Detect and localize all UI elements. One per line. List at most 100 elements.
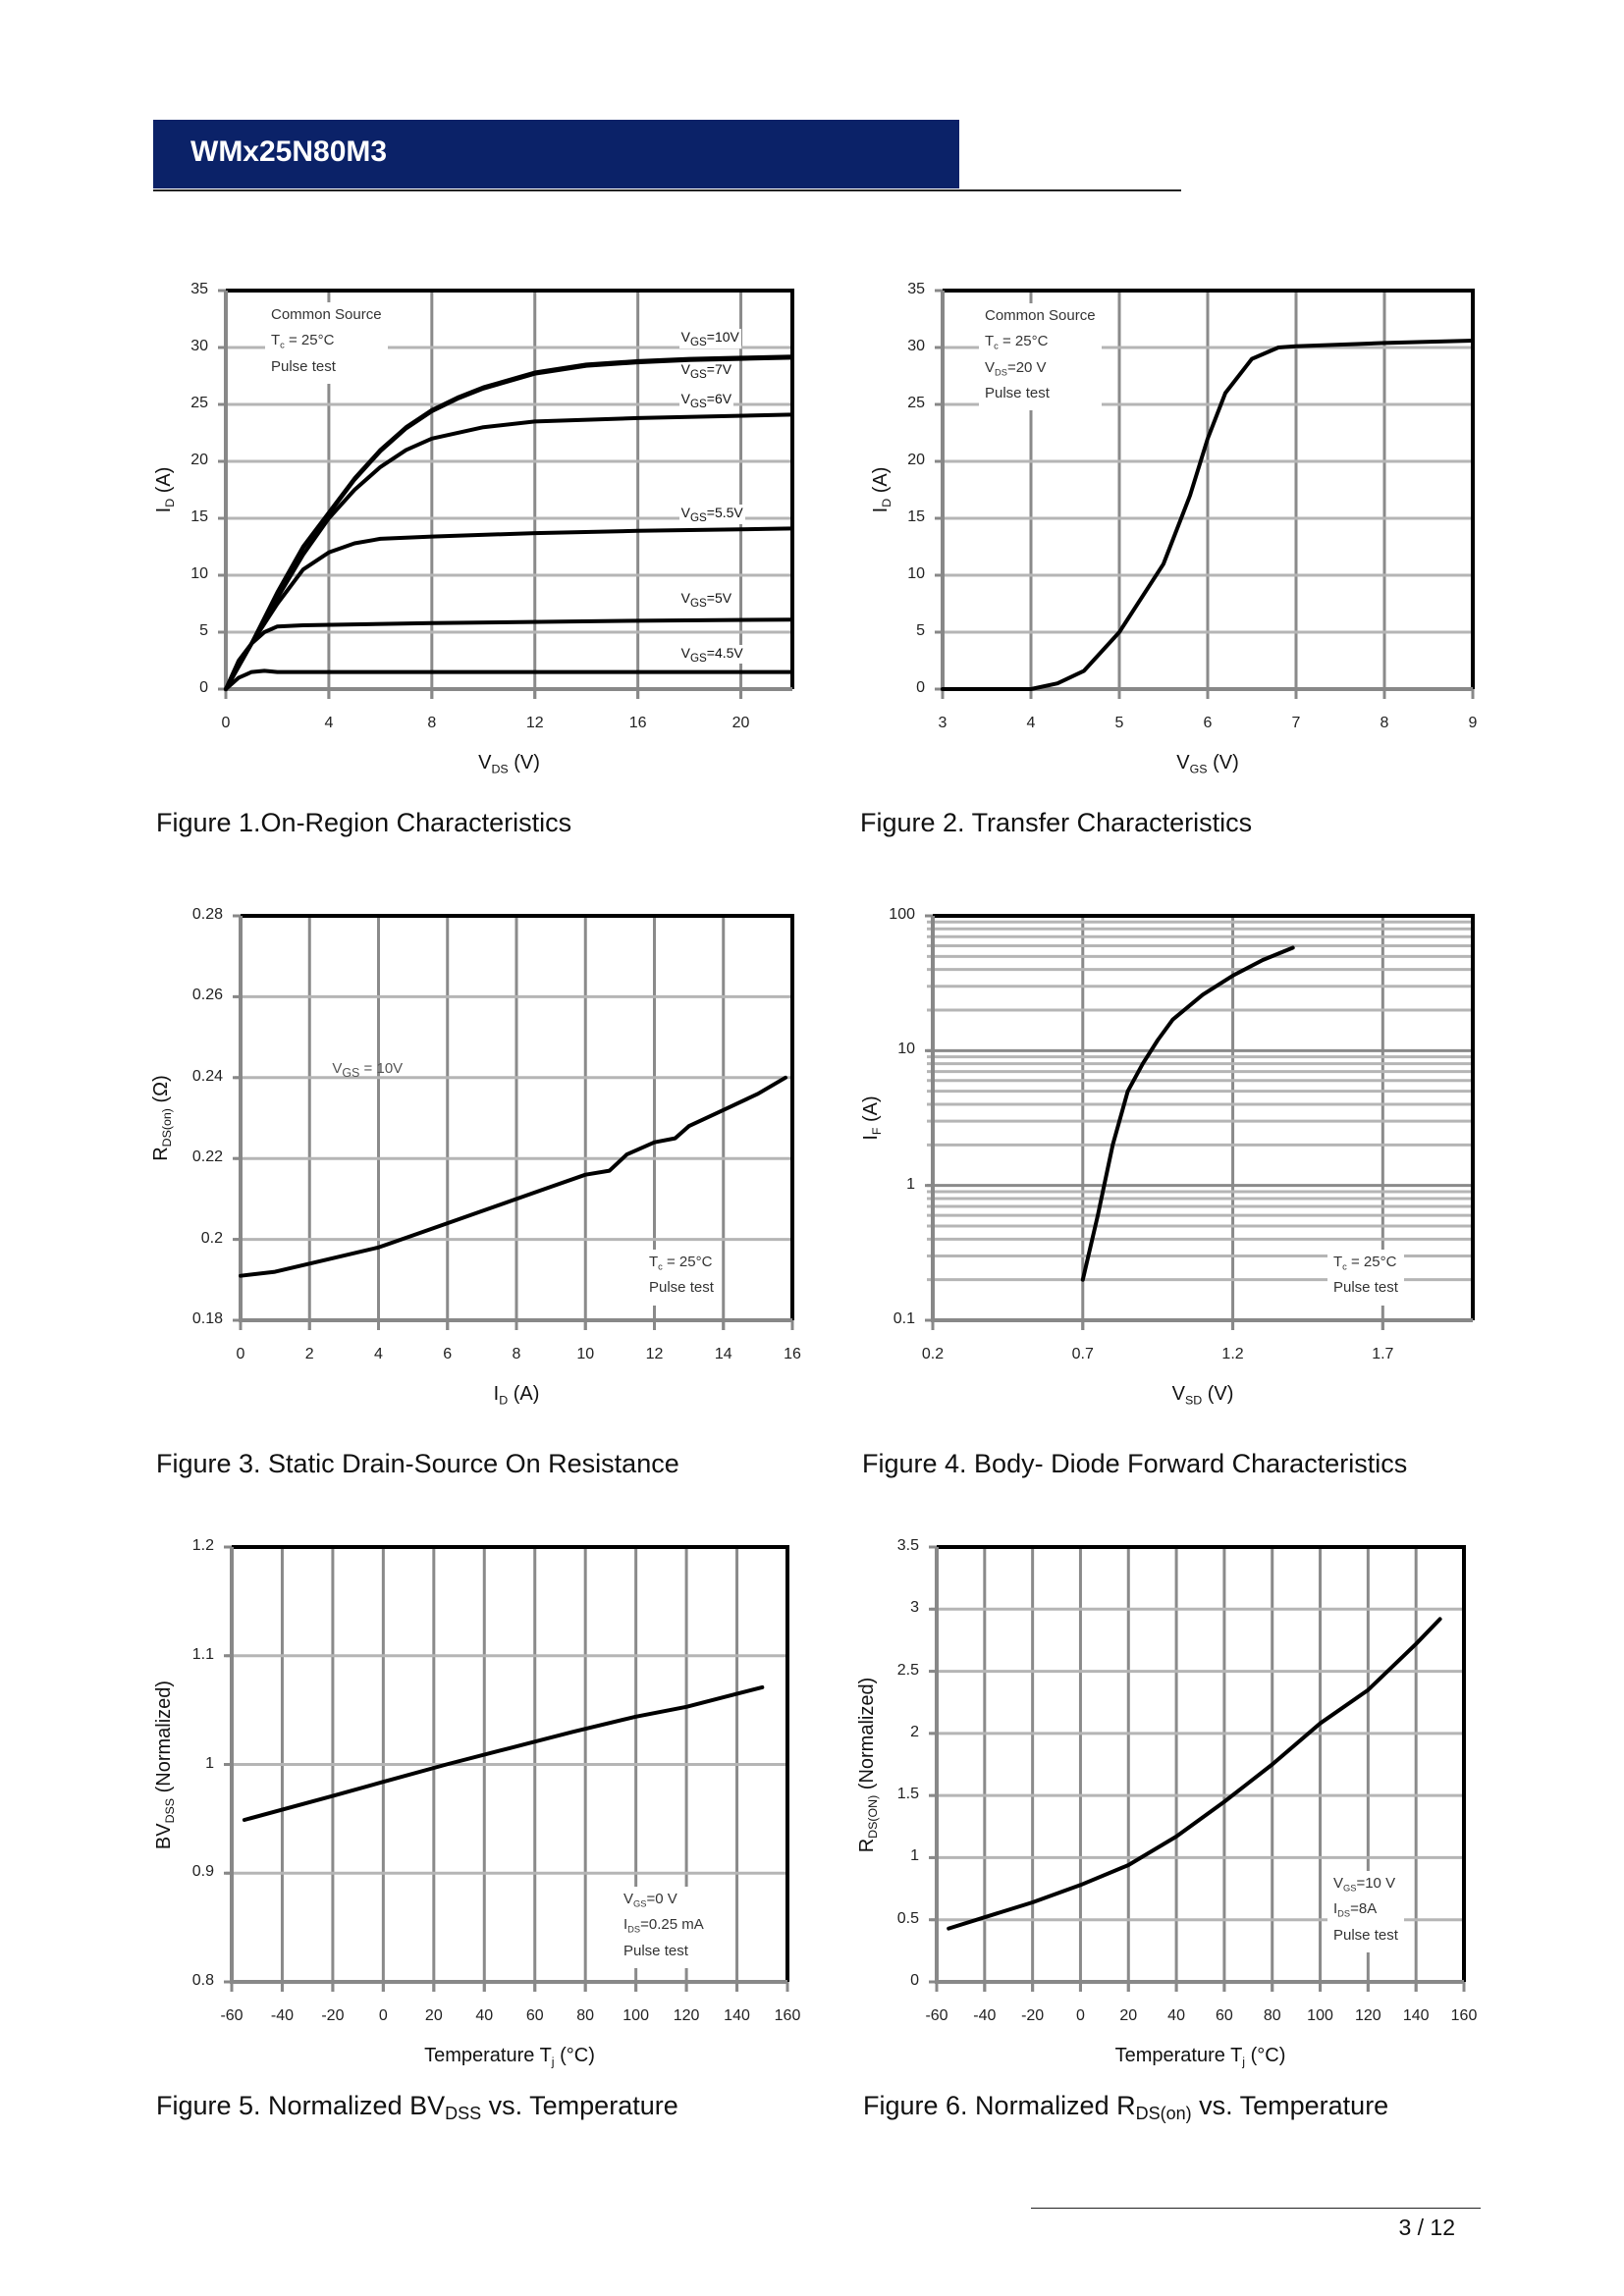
condition-line-text: Common Source bbox=[985, 307, 1096, 324]
y-tick-label: 0.8 bbox=[191, 1972, 214, 1989]
figure-6-caption-suffix: vs. Temperature bbox=[1191, 2091, 1389, 2120]
condition-line-text: Pulse test bbox=[1333, 1926, 1398, 1944]
x-tick-label: 80 bbox=[1263, 2007, 1281, 2024]
y-tick-label: 25 bbox=[907, 395, 925, 411]
series-label-text: V bbox=[332, 1059, 343, 1077]
series-label-suffix: =4.5V bbox=[706, 644, 743, 661]
x-tick-label: 0.7 bbox=[1071, 1346, 1094, 1362]
x-axis-label-subscript: D bbox=[499, 1393, 509, 1408]
figure-1-conditions-note: Common Source Tc = 25°C Pulse test bbox=[265, 302, 388, 384]
x-axis-label: Temperature Tj (°C) bbox=[1115, 2045, 1286, 2068]
y-tick-label: 0.5 bbox=[896, 1909, 919, 1927]
series-label-suffix: = 10V bbox=[359, 1059, 404, 1077]
x-tick-label: 0 bbox=[221, 715, 231, 731]
condition-line: Pulse test bbox=[623, 1941, 704, 1966]
plot-frame-top-right bbox=[226, 289, 794, 689]
y-tick-label: 35 bbox=[907, 281, 925, 297]
y-axis-label: RDS(on) (Ω) bbox=[150, 1075, 174, 1161]
plot-frame-top-right bbox=[232, 1545, 789, 1982]
y-tick-label: 10 bbox=[907, 565, 925, 582]
x-tick-label: 10 bbox=[576, 1346, 595, 1362]
plot-frame-axes bbox=[935, 1547, 1464, 1984]
y-tick-label: 1.1 bbox=[191, 1645, 214, 1663]
figure-6-curves bbox=[947, 1617, 1442, 1931]
series-label-text: V bbox=[680, 505, 690, 520]
figure-6-caption-subscript: DS(on) bbox=[1135, 2104, 1192, 2123]
series-label: VGS=7V bbox=[678, 360, 734, 381]
condition-line: IDS=8A bbox=[1333, 1898, 1398, 1924]
series-label: VGS = 10V bbox=[330, 1060, 405, 1080]
y-tick-label: 1.2 bbox=[191, 1537, 214, 1554]
figure-6-caption: Figure 6. Normalized RDS(on) vs. Tempera… bbox=[863, 2091, 1388, 2124]
condition-line-subscript: c bbox=[994, 341, 999, 351]
figure-6-caption-text: Figure 6. Normalized R bbox=[863, 2091, 1136, 2120]
y-tick-label: 35 bbox=[190, 281, 208, 297]
series-curve bbox=[941, 339, 1475, 691]
condition-line-text: Pulse test bbox=[985, 384, 1050, 401]
series-label-subscript: GS bbox=[689, 336, 707, 349]
condition-line-suffix: =20 V bbox=[1006, 358, 1047, 376]
x-tick-label: 4 bbox=[324, 715, 334, 731]
series-label-subscript: GS bbox=[689, 596, 707, 610]
figure-1-caption: Figure 1.On-Region Characteristics bbox=[156, 808, 571, 841]
x-tick-label: 60 bbox=[1216, 2007, 1233, 2024]
figure-2-caption-text: Figure 2. Transfer Characteristics bbox=[860, 808, 1253, 837]
x-axis-label-subscript: DS bbox=[491, 762, 509, 776]
y-tick-label: 2.5 bbox=[896, 1661, 919, 1679]
y-tick-label: 1 bbox=[910, 1847, 919, 1865]
condition-line: Pulse test bbox=[985, 383, 1096, 408]
y-tick-label: 20 bbox=[190, 452, 208, 468]
y-axis-label-text: I bbox=[859, 1135, 882, 1141]
x-tick-label: 40 bbox=[475, 2007, 494, 2024]
figure-1-caption-text: Figure 1.On-Region Characteristics bbox=[156, 808, 572, 837]
figure-3-conditions-note: Tc = 25°C Pulse test bbox=[643, 1250, 720, 1306]
series-label-subscript: GS bbox=[689, 367, 707, 381]
x-tick-label: -20 bbox=[321, 2007, 345, 2024]
x-axis-label-text: Temperature T bbox=[1114, 2045, 1243, 2066]
x-tick-label: 7 bbox=[1291, 715, 1301, 731]
x-axis-label-text: Temperature T bbox=[424, 2045, 552, 2066]
series-curve bbox=[224, 412, 794, 691]
x-tick-label: 40 bbox=[1167, 2007, 1185, 2024]
condition-line-text: Pulse test bbox=[649, 1279, 714, 1297]
series-label: VGS=5V bbox=[678, 590, 734, 610]
condition-line-subscript: DS bbox=[627, 1924, 641, 1935]
x-tick-label: 1.2 bbox=[1221, 1346, 1244, 1362]
figure-3-curves bbox=[239, 1075, 787, 1278]
condition-line-suffix: =8A bbox=[1350, 1900, 1378, 1918]
figure-4-caption: Figure 4. Body- Diode Forward Characteri… bbox=[862, 1449, 1407, 1482]
x-tick-label: 5 bbox=[1114, 715, 1124, 731]
x-tick-label: 60 bbox=[525, 2007, 544, 2024]
x-tick-label: 4 bbox=[374, 1346, 383, 1362]
y-axis-label: IF (A) bbox=[860, 1095, 884, 1140]
y-axis-label-suffix: (Normalized) bbox=[855, 1677, 878, 1795]
plot-frame-top-right bbox=[933, 914, 1475, 1320]
condition-line-text: Pulse test bbox=[271, 357, 336, 375]
condition-line-text: V bbox=[623, 1891, 634, 1907]
y-tick-label: 15 bbox=[190, 508, 208, 525]
y-tick-label: 20 bbox=[907, 452, 925, 468]
condition-line: VDS=20 V bbox=[985, 357, 1096, 383]
y-tick-label: 0.28 bbox=[191, 906, 223, 923]
condition-line: Tc = 25°C bbox=[649, 1252, 714, 1277]
x-tick-label: 6 bbox=[1203, 715, 1213, 731]
y-tick-label: 5 bbox=[199, 622, 208, 639]
y-axis-label-subscript: F bbox=[870, 1127, 885, 1136]
x-axis-label-text: I bbox=[493, 1383, 500, 1405]
y-tick-label: 25 bbox=[190, 395, 208, 411]
x-tick-label: 12 bbox=[645, 1346, 664, 1362]
x-axis-label-suffix: (°C) bbox=[554, 2045, 595, 2066]
series-curve bbox=[224, 526, 794, 691]
plot-frame-top-right bbox=[943, 289, 1475, 689]
x-axis-label-text: V bbox=[1176, 752, 1190, 774]
condition-line-text: Common Source bbox=[271, 306, 382, 323]
x-tick-label: 1.7 bbox=[1372, 1346, 1394, 1362]
x-axis-label-subscript: j bbox=[551, 2055, 555, 2069]
x-tick-label: 9 bbox=[1468, 715, 1478, 731]
y-axis-label: ID (A) bbox=[153, 467, 177, 513]
condition-line-text: Pulse test bbox=[1333, 1279, 1398, 1297]
y-tick-label: 1.5 bbox=[896, 1786, 919, 1803]
condition-line-suffix: = 25°C bbox=[662, 1254, 713, 1270]
x-tick-label: 100 bbox=[1307, 2007, 1333, 2024]
x-tick-label: 0 bbox=[378, 2007, 388, 2024]
